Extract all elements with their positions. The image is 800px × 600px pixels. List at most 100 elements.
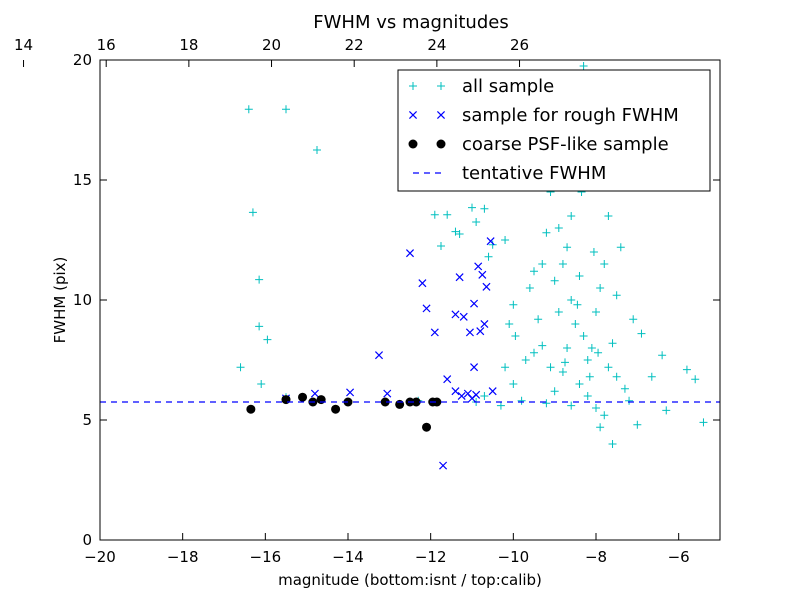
coarse-psf-point (411, 397, 421, 407)
all-sample-point (554, 224, 563, 232)
all-sample-point (538, 341, 547, 350)
top-tick-label: 14 (14, 36, 33, 54)
all-sample-point (658, 351, 667, 360)
rough-fwhm-point (455, 273, 464, 282)
all-sample-point (443, 210, 452, 219)
all-sample-point (530, 348, 538, 357)
all-sample-point (608, 440, 617, 448)
all-sample-point (592, 308, 600, 316)
rough-fwhm-point (457, 391, 466, 401)
all-sample-point (525, 284, 534, 292)
rough-fwhm-point (459, 312, 468, 321)
x-tick-label: −12 (415, 548, 447, 566)
rough-fwhm-point (463, 389, 472, 398)
rough-fwhm-point (465, 328, 474, 337)
all-sample-point (472, 218, 481, 226)
top-tick-label: 24 (427, 36, 446, 54)
x-tick-label: −8 (585, 548, 607, 566)
all-sample-point (567, 296, 576, 304)
x-tick-label: −14 (332, 548, 364, 566)
all-sample-point (282, 105, 290, 114)
all-sample-point (517, 396, 526, 405)
all-sample-point (530, 267, 538, 276)
legend-swatch-coarse-psf-like-sample (436, 139, 446, 149)
all-sample-point (579, 62, 588, 70)
legend-box (397, 69, 711, 192)
all-sample-point (616, 243, 625, 252)
all-sample-point (600, 260, 609, 268)
y-tick-label: 0 (82, 531, 92, 549)
all-sample-point (509, 380, 518, 388)
all-sample-point (430, 210, 439, 219)
all-sample-point (662, 406, 671, 415)
top-tick-label: 26 (510, 36, 529, 54)
legend-label-sample-for-rough-fwhm: sample for rough FWHM (462, 105, 679, 126)
rough-fwhm-point (482, 282, 491, 291)
all-sample-point (542, 399, 551, 408)
legend-swatch-all-sample (409, 82, 417, 90)
all-sample-point (589, 248, 598, 256)
all-sample-point (604, 363, 613, 372)
y-tick-label: 5 (82, 411, 92, 429)
all-sample-point (612, 372, 621, 381)
legend: all sample sample for rough FWHM coarse PS… (397, 69, 711, 192)
legend-swatch-sample-for-rough-fwhm (436, 110, 446, 120)
all-sample-point (496, 401, 505, 410)
x-tick-label: −6 (668, 548, 690, 566)
all-sample-point (480, 204, 489, 213)
all-sample-point (585, 372, 594, 381)
coarse-psf-point (331, 404, 341, 414)
coarse-psf-point (246, 404, 256, 414)
all-sample-point (255, 322, 264, 331)
x-tick-label: −10 (498, 548, 530, 566)
all-sample-point (682, 365, 691, 374)
all-sample-point (437, 242, 445, 250)
all-sample-point (579, 332, 588, 340)
coarse-psf-point (380, 397, 390, 407)
rough-fwhm-point (470, 363, 479, 372)
rough-fwhm-point (480, 319, 489, 329)
all-sample-point (571, 320, 580, 328)
all-sample-point (542, 228, 551, 237)
all-sample-point (604, 212, 613, 220)
y-tick-label: 15 (73, 171, 92, 189)
all-sample-point (546, 363, 555, 372)
all-sample-point (691, 375, 700, 384)
all-sample-point (592, 404, 600, 412)
all-sample-point (596, 423, 605, 432)
all-sample-point (558, 368, 567, 376)
coarse-psf-point (395, 399, 405, 409)
rough-fwhm-point (418, 279, 427, 288)
all-sample-point (596, 284, 605, 292)
rough-fwhm-point (405, 249, 415, 258)
all-sample-point (509, 300, 518, 309)
all-sample-point (511, 332, 520, 340)
all-sample-point (534, 315, 543, 324)
rough-fwhm-point (451, 310, 460, 319)
all-sample-point (573, 300, 582, 309)
all-sample-point (455, 230, 464, 238)
all-sample-point (468, 203, 476, 212)
all-sample-point (563, 243, 572, 252)
rough-fwhm-point (486, 237, 495, 246)
legend-label-all-sample: all sample (462, 76, 554, 97)
all-sample-point (263, 335, 272, 344)
rough-fwhm-point (470, 299, 479, 308)
chart-title: FWHM vs magnitudes (313, 12, 508, 33)
all-sample-point (451, 227, 460, 236)
top-tick-label: 16 (97, 36, 116, 54)
all-sample-point (248, 208, 257, 217)
top-tick-label: 22 (345, 36, 364, 54)
x-tick-label: −18 (167, 548, 199, 566)
legend-label-coarse-psf-like-sample: coarse PSF-like sample (462, 134, 669, 155)
rough-fwhm-point (476, 327, 485, 336)
coarse-psf-point (298, 392, 308, 402)
all-sample-point (647, 372, 656, 381)
all-sample-point (236, 363, 245, 372)
all-sample-point (488, 240, 497, 249)
all-sample-point (583, 392, 592, 400)
all-sample-point (484, 252, 493, 261)
legend-swatch-all-sample (437, 82, 445, 90)
rough-fwhm-point (472, 390, 481, 399)
top-tick-label: 18 (179, 36, 198, 54)
